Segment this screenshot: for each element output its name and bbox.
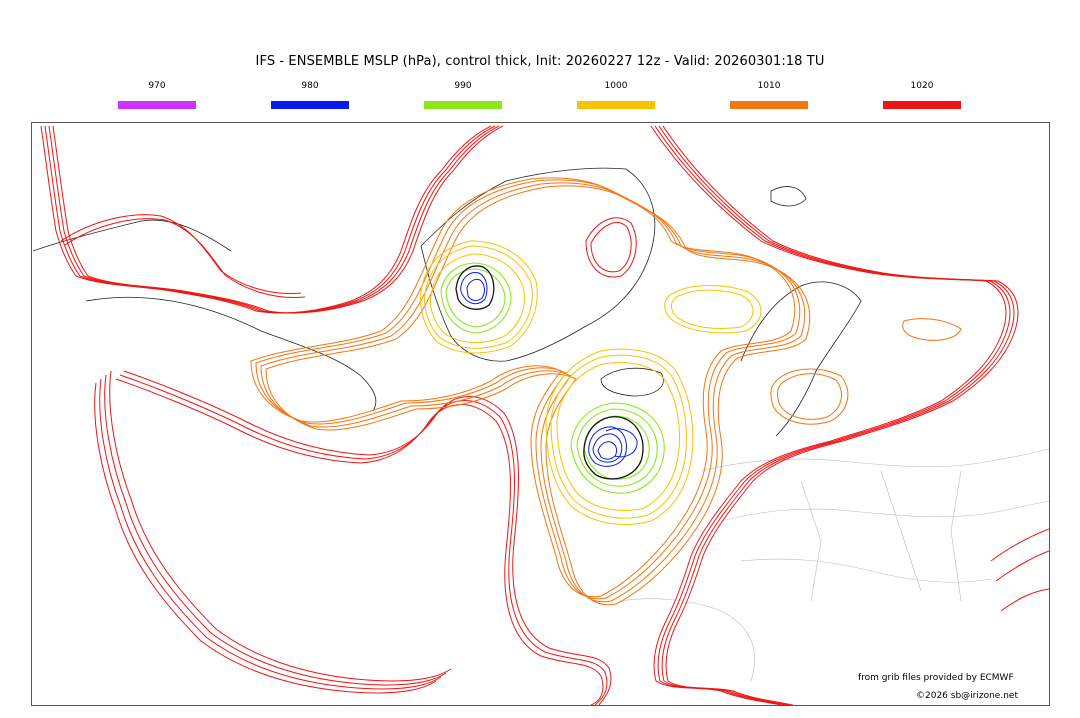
legend-swatch-red xyxy=(883,101,961,109)
legend-swatch-green xyxy=(424,101,502,109)
isobar-980-bundle xyxy=(460,272,638,467)
legend-item-1000: 1000 xyxy=(577,80,655,109)
chart-title: IFS - ENSEMBLE MSLP (hPa), control thick… xyxy=(255,54,825,69)
legend-item-970: 970 xyxy=(118,80,196,109)
legend-item-1020: 1020 xyxy=(883,80,961,109)
iceland-coast xyxy=(600,367,664,397)
legend-label: 980 xyxy=(301,81,319,91)
legend-swatch-orange xyxy=(730,101,808,109)
coastlines xyxy=(32,167,862,437)
legend-swatch-violet xyxy=(118,101,196,109)
legend-label: 970 xyxy=(148,81,166,91)
pressure-map: from grib files provided by ECMWF ©2026 … xyxy=(31,122,1050,706)
legend-item-1010: 1010 xyxy=(730,80,808,109)
greenland-coast xyxy=(420,167,656,362)
control-run-contours xyxy=(455,265,644,480)
legend-label: 1010 xyxy=(757,81,781,91)
legend-label: 1020 xyxy=(910,81,934,91)
copyright-credit: ©2026 sb@irizone.net xyxy=(916,691,1018,701)
isobar-1000-bundle xyxy=(420,240,762,526)
legend-swatch-blue xyxy=(271,101,349,109)
legend-swatch-yellow xyxy=(577,101,655,109)
isobar-990-bundle xyxy=(440,262,665,494)
legend-item-980: 980 xyxy=(271,80,349,109)
source-credit: from grib files provided by ECMWF xyxy=(858,673,1014,683)
map-canvas xyxy=(32,125,1049,705)
isobar-1020-bundle xyxy=(40,125,1049,705)
isobar-1010-bundle xyxy=(250,177,962,606)
canada-coast xyxy=(85,296,377,412)
north-america-west-coast xyxy=(32,219,232,252)
svalbard-coast xyxy=(770,186,807,207)
country-borders xyxy=(620,448,1049,682)
legend-label: 1000 xyxy=(604,81,628,91)
scandinavia-coast xyxy=(740,281,862,437)
legend-item-990: 990 xyxy=(424,80,502,109)
legend-label: 990 xyxy=(454,81,472,91)
